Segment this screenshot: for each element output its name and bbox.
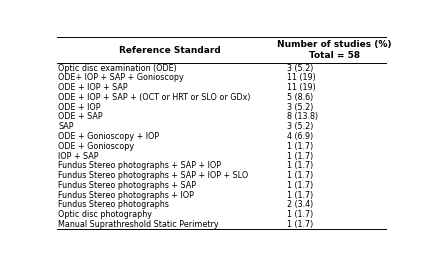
Text: Fundus Stereo photographs + SAP + IOP + SLO: Fundus Stereo photographs + SAP + IOP + … (58, 171, 248, 180)
Text: 11 (19): 11 (19) (287, 73, 316, 82)
Text: ODE + IOP: ODE + IOP (58, 103, 101, 112)
Text: ODE + Gonioscopy + IOP: ODE + Gonioscopy + IOP (58, 132, 159, 141)
Text: 1 (1.7): 1 (1.7) (287, 210, 314, 219)
Text: SAP: SAP (58, 122, 74, 131)
Text: ODE + IOP + SAP + (OCT or HRT or SLO or GDx): ODE + IOP + SAP + (OCT or HRT or SLO or … (58, 93, 251, 102)
Text: Number of studies (%): Number of studies (%) (277, 40, 392, 49)
Text: 1 (1.7): 1 (1.7) (287, 181, 314, 190)
Text: ODE+ IOP + SAP + Gonioscopy: ODE+ IOP + SAP + Gonioscopy (58, 73, 184, 82)
Text: Optic disc photography: Optic disc photography (58, 210, 152, 219)
Text: 8 (13.8): 8 (13.8) (287, 112, 318, 121)
Text: IOP + SAP: IOP + SAP (58, 152, 99, 161)
Text: ODE + IOP + SAP: ODE + IOP + SAP (58, 83, 128, 92)
Text: 1 (1.7): 1 (1.7) (287, 191, 314, 200)
Text: 1 (1.7): 1 (1.7) (287, 142, 314, 151)
Text: 3 (5.2): 3 (5.2) (287, 63, 314, 73)
Text: Optic disc examination (ODE): Optic disc examination (ODE) (58, 63, 177, 73)
Text: 11 (19): 11 (19) (287, 83, 316, 92)
Text: Reference Standard: Reference Standard (119, 46, 221, 55)
Text: 3 (5.2): 3 (5.2) (287, 103, 314, 112)
Text: Fundus Stereo photographs + IOP: Fundus Stereo photographs + IOP (58, 191, 194, 200)
Text: 2 (3.4): 2 (3.4) (287, 200, 314, 210)
Text: 1 (1.7): 1 (1.7) (287, 161, 314, 170)
Text: Total = 58: Total = 58 (309, 51, 360, 60)
Text: Fundus Stereo photographs + SAP: Fundus Stereo photographs + SAP (58, 181, 197, 190)
Text: 1 (1.7): 1 (1.7) (287, 152, 314, 161)
Text: 1 (1.7): 1 (1.7) (287, 171, 314, 180)
Text: Fundus Stereo photographs + SAP + IOP: Fundus Stereo photographs + SAP + IOP (58, 161, 221, 170)
Text: ODE + SAP: ODE + SAP (58, 112, 103, 121)
Text: 1 (1.7): 1 (1.7) (287, 220, 314, 229)
Text: 3 (5.2): 3 (5.2) (287, 122, 314, 131)
Text: 4 (6.9): 4 (6.9) (287, 132, 314, 141)
Text: 5 (8.6): 5 (8.6) (287, 93, 314, 102)
Text: ODE + Gonioscopy: ODE + Gonioscopy (58, 142, 134, 151)
Text: Fundus Stereo photographs: Fundus Stereo photographs (58, 200, 169, 210)
Text: Manual Suprathreshold Static Perimetry: Manual Suprathreshold Static Perimetry (58, 220, 219, 229)
